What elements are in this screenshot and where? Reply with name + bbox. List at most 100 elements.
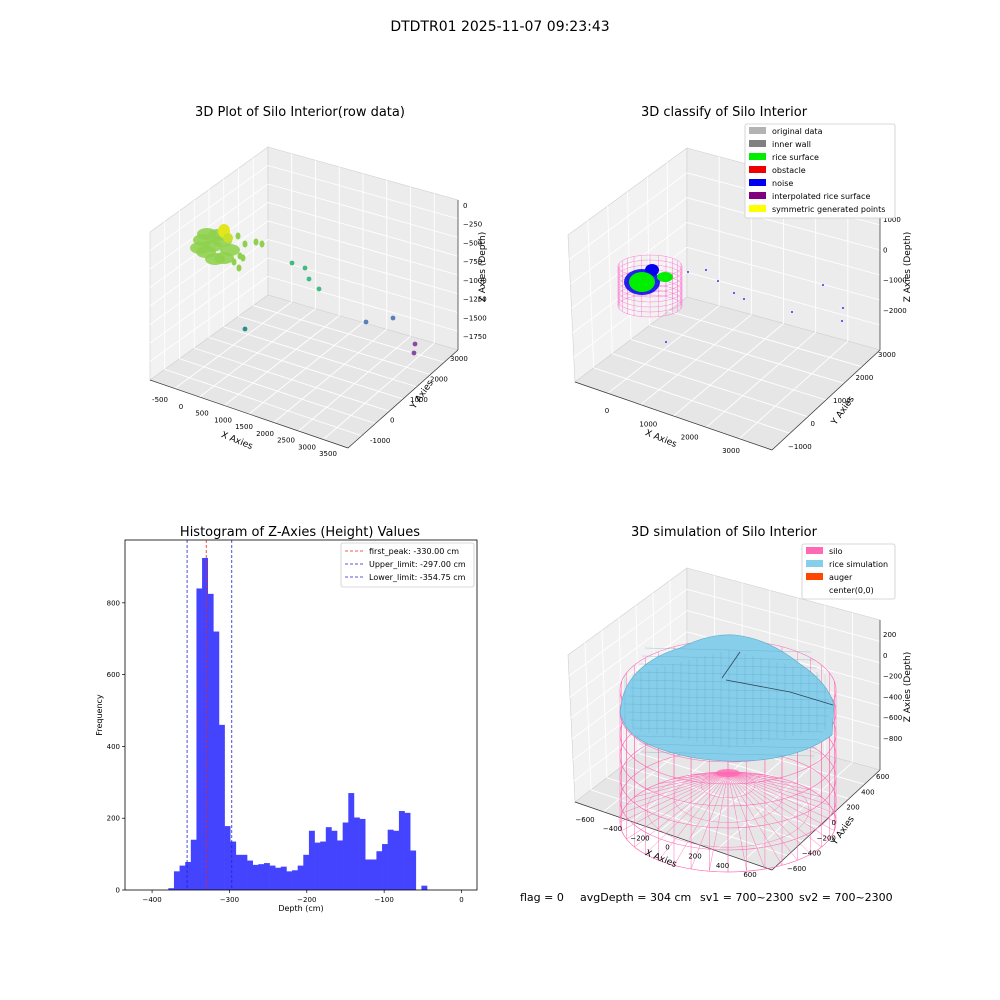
legend-label: inner wall	[772, 140, 811, 149]
classify-points	[617, 254, 844, 343]
legend-label: rice simulation	[829, 560, 888, 569]
legend-swatch	[749, 166, 766, 173]
hist-bar	[213, 631, 220, 890]
classify-x-ticks: 0 1000 2000 3000	[605, 407, 740, 455]
tick-label: −200	[883, 673, 902, 681]
flag-text: flag = 0	[520, 891, 564, 904]
tick-label: 0	[883, 246, 887, 254]
hist-bar	[342, 822, 349, 890]
auger-trace	[721, 651, 834, 706]
rice-mesh-line	[635, 735, 821, 741]
noise-point	[822, 284, 824, 286]
tick-label: −200	[817, 834, 836, 842]
tick-label: −600	[883, 714, 902, 722]
rice-mesh-line	[641, 655, 815, 661]
rice-mesh-line	[644, 647, 812, 653]
sim-rice-surface	[619, 634, 835, 762]
hist-bars	[168, 557, 428, 890]
classify-legend: original data inner wall rice surface obsta…	[744, 123, 896, 219]
sv1-text: sv1 = 700~2300	[700, 891, 794, 904]
point-fragment	[259, 240, 265, 248]
tick-label: 3000	[878, 351, 896, 359]
rice-mesh-line	[632, 727, 824, 733]
tick-label: 0	[811, 420, 815, 428]
grid-line	[606, 777, 803, 842]
tick-label: 2000	[430, 376, 448, 384]
x-axis-line	[574, 801, 773, 871]
tick-label: 200	[883, 631, 896, 639]
hist-bar	[235, 854, 242, 890]
sim-legend: silo rice simulation auger center(0,0)	[801, 543, 896, 600]
grid-line	[584, 642, 592, 790]
hist-bar	[348, 793, 355, 890]
hist-bar	[263, 863, 270, 890]
y-tick-label: 800	[107, 599, 120, 607]
panel-raw-3d: 3D Plot of Silo Interior(row data) -500 0…	[149, 105, 488, 458]
classify-z-label: Z Axies (Depth)	[903, 232, 913, 303]
sim-x-ticks: −600 −400 −200 0 200 400 600	[575, 816, 756, 879]
tick-label: −600	[575, 816, 594, 824]
noise-point	[791, 311, 793, 313]
y-tick-label: 400	[107, 743, 120, 751]
tick-label: −200	[630, 834, 649, 842]
y-tick-label: 600	[107, 671, 120, 679]
legend-label: interpolated rice surface	[772, 192, 870, 201]
tick-label: −1000	[788, 443, 812, 451]
hist-title: Histogram of Z-Axies (Height) Values	[180, 525, 420, 540]
tick-label: −1250	[463, 296, 487, 304]
y-axis-line	[347, 349, 459, 449]
x-tick-label: 0	[459, 896, 463, 904]
point-outlier	[363, 319, 369, 325]
hist-bar	[280, 866, 287, 890]
rice-mesh-line	[629, 687, 827, 693]
legend-frame	[340, 542, 475, 588]
hist-bar	[303, 854, 310, 890]
tick-label: 1000	[883, 216, 901, 224]
legend-frame	[801, 543, 896, 600]
rice-mesh-line	[638, 743, 818, 749]
hist-bar	[202, 557, 208, 890]
hist-bar	[292, 870, 298, 890]
hist-bar	[224, 826, 231, 890]
point-outlier	[390, 315, 396, 321]
tick-label: −400	[802, 850, 821, 858]
figure-title: DTDTR01 2025-11-07 09:23:43	[390, 19, 609, 35]
tick-label: 600	[743, 871, 756, 879]
grid-line	[618, 617, 624, 766]
grid-line	[322, 342, 435, 440]
tick-label: −500	[463, 239, 482, 247]
rice-mesh-line	[626, 695, 830, 701]
hist-bar	[376, 851, 383, 890]
hist-bar	[168, 888, 175, 890]
grid-line	[686, 610, 881, 664]
tick-label: −750	[463, 258, 482, 266]
tick-label: −400	[603, 825, 622, 833]
legend-label: center(0,0)	[829, 586, 874, 595]
y-tick-label: 200	[107, 815, 120, 823]
point-cluster-top	[223, 233, 233, 243]
raw-y-ticks: -1000 0 1000 2000 3000	[370, 355, 468, 445]
tick-label: 3000	[722, 447, 740, 455]
point-outlier	[242, 326, 248, 332]
tick-label: −2000	[883, 307, 907, 315]
tick-label: 500	[195, 410, 208, 418]
point-outlier	[289, 260, 295, 266]
panel-simulation-3d: 3D simulation of Silo Interior −600−400−…	[567, 525, 913, 879]
legend-swatch	[806, 586, 823, 593]
point-fragment	[236, 264, 242, 272]
sim-title: 3D simulation of Silo Interior	[631, 525, 818, 540]
tick-label: 2500	[277, 437, 295, 445]
grid-line	[622, 765, 819, 828]
noise-point	[665, 341, 667, 343]
sim-z-ticks: 200 0 −200 −400 −600 −800	[883, 631, 902, 743]
avg-depth-text: avgDepth = 304 cm	[580, 891, 691, 904]
point-outlier	[412, 341, 418, 347]
x-axis-line	[149, 379, 349, 449]
y-tick-label: 0	[116, 887, 120, 895]
legend-swatch	[806, 547, 823, 554]
rice-mesh-line	[626, 711, 830, 717]
noise-point	[687, 271, 689, 273]
legend-label: silo	[829, 547, 843, 556]
